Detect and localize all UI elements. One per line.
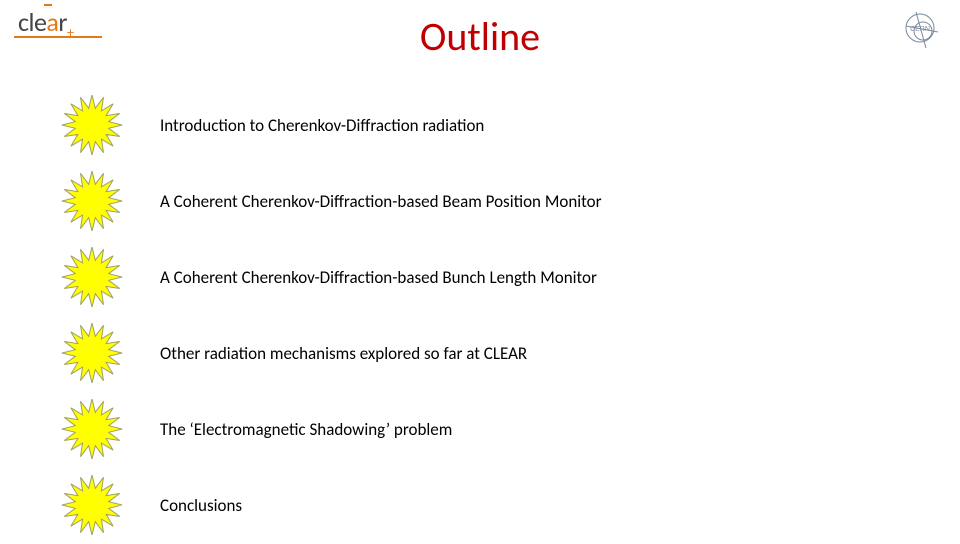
outline-item: The ‘Electromagnetic Shadowing’ problem [52, 392, 920, 466]
outline-item-text: Conclusions [160, 495, 242, 516]
slide: clear+ CERN Outline Introduction to Cher… [0, 0, 960, 540]
outline-item: Introduction to Cherenkov-Diffraction ra… [52, 88, 920, 162]
outline-item: A Coherent Cherenkov-Diffraction-based B… [52, 164, 920, 238]
cern-logo: CERN [898, 6, 942, 50]
outline-item-text: The ‘Electromagnetic Shadowing’ problem [160, 419, 452, 440]
outline-item-text: A Coherent Cherenkov-Diffraction-based B… [160, 267, 597, 288]
starburst-icon [52, 93, 132, 157]
starburst-icon [52, 245, 132, 309]
outline-item: Other radiation mechanisms explored so f… [52, 316, 920, 390]
starburst-icon [52, 169, 132, 233]
outline-item-text: Other radiation mechanisms explored so f… [160, 343, 527, 364]
outline-list: Introduction to Cherenkov-Diffraction ra… [52, 88, 920, 544]
starburst-icon [52, 473, 132, 537]
outline-item: Conclusions [52, 468, 920, 542]
outline-item-text: Introduction to Cherenkov-Diffraction ra… [160, 115, 484, 136]
logo-accent-bar [44, 4, 52, 6]
starburst-icon [52, 321, 132, 385]
outline-item: A Coherent Cherenkov-Diffraction-based B… [52, 240, 920, 314]
starburst-icon [52, 397, 132, 461]
logo-underline [14, 36, 102, 38]
outline-item-text: A Coherent Cherenkov-Diffraction-based B… [160, 191, 602, 212]
slide-title: Outline [20, 12, 940, 61]
svg-text:CERN: CERN [910, 26, 930, 33]
